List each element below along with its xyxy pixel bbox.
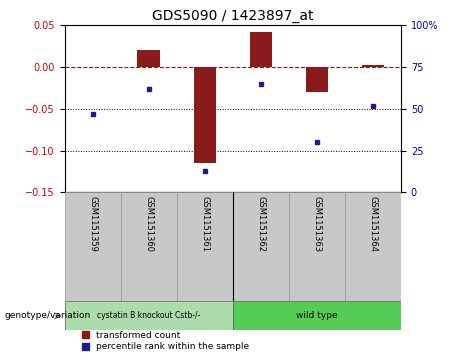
Text: GSM1151362: GSM1151362 — [256, 196, 266, 252]
Title: GDS5090 / 1423897_at: GDS5090 / 1423897_at — [152, 9, 313, 23]
Bar — [65, 301, 233, 330]
Text: wild type: wild type — [296, 311, 338, 320]
Bar — [362, 65, 384, 67]
Bar — [306, 67, 328, 92]
Text: GSM1151361: GSM1151361 — [200, 196, 209, 252]
Bar — [121, 192, 177, 301]
Text: GSM1151359: GSM1151359 — [88, 196, 97, 252]
Bar — [289, 192, 345, 301]
Bar — [65, 192, 121, 301]
Bar — [194, 67, 216, 163]
Text: GSM1151360: GSM1151360 — [144, 196, 153, 252]
Bar — [345, 192, 401, 301]
Bar — [233, 192, 289, 301]
Text: genotype/variation: genotype/variation — [5, 311, 91, 320]
Text: GSM1151363: GSM1151363 — [313, 196, 321, 252]
Text: cystatin B knockout Cstb-/-: cystatin B knockout Cstb-/- — [97, 311, 201, 320]
Bar — [250, 32, 272, 67]
Text: GSM1151364: GSM1151364 — [368, 196, 378, 252]
Bar — [233, 301, 401, 330]
Legend: transformed count, percentile rank within the sample: transformed count, percentile rank withi… — [78, 327, 253, 355]
Bar — [137, 50, 160, 67]
Bar — [177, 192, 233, 301]
